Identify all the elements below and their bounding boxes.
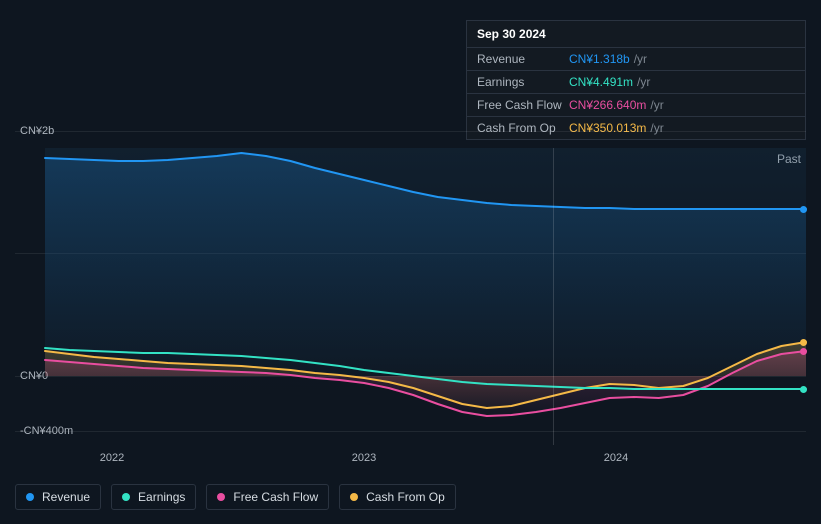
- y-axis-label: -CN¥400m: [20, 425, 73, 437]
- series-area-free_cash_flow: [45, 351, 806, 416]
- x-axis-label: 2022: [100, 452, 124, 464]
- gridline: [15, 131, 806, 132]
- tooltip-row-unit: /yr: [634, 52, 647, 66]
- series-endpoint-revenue: [800, 206, 807, 213]
- legend-label: Revenue: [42, 490, 90, 504]
- series-endpoint-earnings: [800, 386, 807, 393]
- legend-item[interactable]: Earnings: [111, 484, 196, 510]
- tooltip-row: Free Cash FlowCN¥266.640m/yr: [467, 94, 805, 117]
- series-area-cash_from_op: [45, 342, 806, 408]
- tooltip-row-value: CN¥266.640m: [569, 98, 646, 112]
- gridline: [15, 376, 806, 377]
- tooltip-date: Sep 30 2024: [467, 21, 805, 48]
- tooltip-row-unit: /yr: [650, 121, 663, 135]
- series-line-cash_from_op: [45, 342, 806, 408]
- legend-item[interactable]: Revenue: [15, 484, 101, 510]
- legend-dot: [217, 493, 225, 501]
- y-axis-label: CN¥2b: [20, 125, 54, 137]
- x-axis-label: 2024: [604, 452, 628, 464]
- series-line-earnings: [45, 348, 806, 389]
- tooltip-row: Cash From OpCN¥350.013m/yr: [467, 117, 805, 139]
- series-endpoint-free_cash_flow: [800, 348, 807, 355]
- tooltip-row-label: Earnings: [477, 75, 569, 89]
- legend-label: Earnings: [138, 490, 185, 504]
- series-area-revenue: [45, 153, 806, 376]
- legend-label: Free Cash Flow: [233, 490, 318, 504]
- legend-item[interactable]: Free Cash Flow: [206, 484, 329, 510]
- tooltip-row-value: CN¥1.318b: [569, 52, 630, 66]
- tooltip-row-label: Revenue: [477, 52, 569, 66]
- tooltip-row-value: CN¥4.491m: [569, 75, 633, 89]
- tooltip-row-label: Free Cash Flow: [477, 98, 569, 112]
- gridline: [15, 253, 806, 254]
- y-axis-label: CN¥0: [20, 370, 48, 382]
- chart-cursor-line: [553, 148, 554, 445]
- tooltip-card: Sep 30 2024 RevenueCN¥1.318b/yrEarningsC…: [466, 20, 806, 140]
- series-endpoint-cash_from_op: [800, 339, 807, 346]
- tooltip-row-label: Cash From Op: [477, 121, 569, 135]
- legend-dot: [350, 493, 358, 501]
- tooltip-row: EarningsCN¥4.491m/yr: [467, 71, 805, 94]
- tooltip-row: RevenueCN¥1.318b/yr: [467, 48, 805, 71]
- legend-dot: [26, 493, 34, 501]
- legend-item[interactable]: Cash From Op: [339, 484, 456, 510]
- legend-dot: [122, 493, 130, 501]
- past-label: Past: [777, 152, 801, 166]
- tooltip-row-unit: /yr: [650, 98, 663, 112]
- gridline: [15, 431, 806, 432]
- legend-label: Cash From Op: [366, 490, 445, 504]
- tooltip-row-value: CN¥350.013m: [569, 121, 646, 135]
- x-axis-label: 2023: [352, 452, 376, 464]
- legend: Revenue Earnings Free Cash Flow Cash From O…: [15, 484, 456, 510]
- series-line-free_cash_flow: [45, 351, 806, 416]
- tooltip-row-unit: /yr: [637, 75, 650, 89]
- series-line-revenue: [45, 153, 806, 209]
